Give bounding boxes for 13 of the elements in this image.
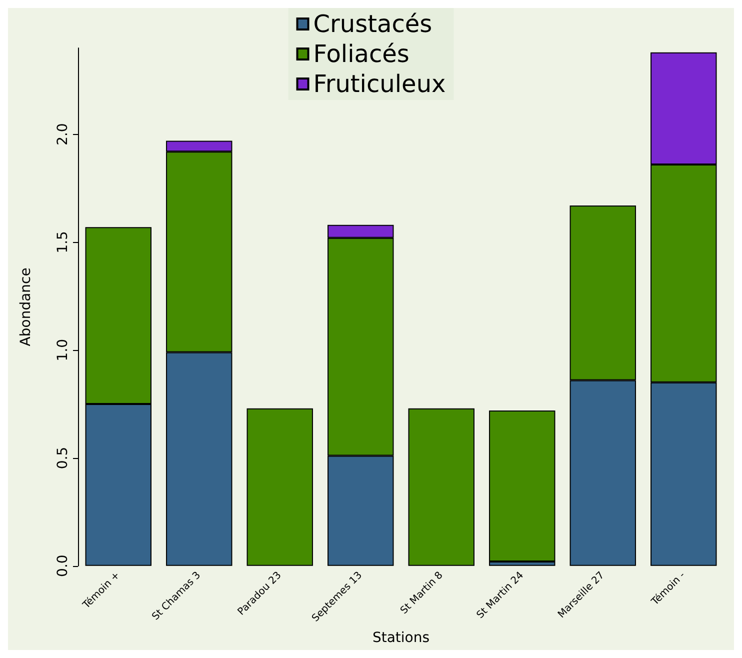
- y-tick-label: 1.5: [55, 231, 71, 254]
- legend-label: Foliacés: [313, 40, 410, 68]
- bar: [489, 410, 556, 562]
- bar: [246, 408, 313, 566]
- y-axis-title: Abondance: [18, 268, 34, 346]
- x-axis-title: Stations: [372, 630, 430, 646]
- legend-label: Fruticuleux: [313, 70, 446, 98]
- y-tick-label: 1.0: [55, 338, 71, 362]
- y-tick-label: 0.0: [55, 554, 71, 577]
- y-tick-label: 2.0: [55, 123, 71, 146]
- legend-label: Crustacés: [313, 10, 432, 38]
- y-tick-label: 0.5: [55, 446, 71, 470]
- bar: [408, 408, 474, 566]
